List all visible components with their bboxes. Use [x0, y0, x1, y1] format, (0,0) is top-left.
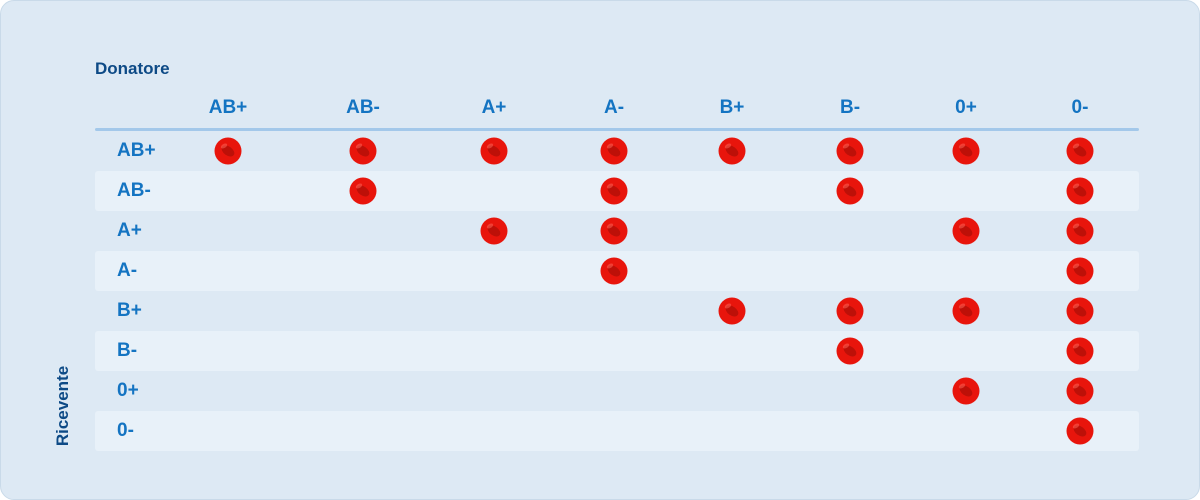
red-blood-cell-icon — [600, 177, 628, 205]
recipient-row-7: 0- — [95, 411, 1139, 451]
red-blood-cell-icon — [836, 137, 864, 165]
red-blood-cell-icon — [1066, 417, 1094, 445]
red-blood-cell-icon — [1066, 257, 1094, 285]
donor-header-0: AB+ — [208, 97, 248, 118]
red-blood-cell-icon — [214, 137, 242, 165]
red-blood-cell-icon — [718, 137, 746, 165]
red-blood-cell-icon — [480, 217, 508, 245]
recipient-row-3: A- — [95, 251, 1139, 291]
red-blood-cell-icon — [1066, 297, 1094, 325]
red-blood-cell-icon — [952, 297, 980, 325]
recipient-label-4: B+ — [117, 300, 142, 321]
recipient-axis-title: Ricevente — [53, 365, 72, 447]
red-blood-cell-icon — [600, 257, 628, 285]
donor-header-5: B- — [839, 97, 861, 118]
red-blood-cell-icon — [836, 337, 864, 365]
red-blood-cell-icon — [349, 177, 377, 205]
red-blood-cell-icon — [600, 217, 628, 245]
recipient-label-6: 0+ — [117, 380, 139, 401]
red-blood-cell-icon — [1066, 337, 1094, 365]
recipient-label-0: AB+ — [117, 140, 156, 161]
red-blood-cell-icon — [480, 137, 508, 165]
recipient-label-7: 0- — [117, 420, 134, 441]
donor-header-2: A+ — [481, 97, 507, 118]
recipient-row-0: AB+ — [95, 131, 1139, 171]
red-blood-cell-icon — [836, 177, 864, 205]
recipient-label-1: AB- — [117, 180, 151, 201]
recipient-row-6: 0+ — [95, 371, 1139, 411]
red-blood-cell-icon — [952, 217, 980, 245]
red-blood-cell-icon — [1066, 177, 1094, 205]
recipient-label-3: A- — [117, 260, 138, 281]
recipient-row-2: A+ — [95, 211, 1139, 251]
donor-header-7: 0- — [1071, 97, 1089, 118]
red-blood-cell-icon — [718, 297, 746, 325]
donor-axis-title: Donatore — [95, 59, 170, 78]
donor-header-1: AB- — [346, 97, 380, 118]
red-blood-cell-icon — [349, 137, 377, 165]
recipient-row-5: B- — [95, 331, 1139, 371]
header-divider — [95, 128, 1139, 131]
red-blood-cell-icon — [1066, 137, 1094, 165]
donor-header-4: B+ — [719, 97, 745, 118]
red-blood-cell-icon — [952, 137, 980, 165]
red-blood-cell-icon — [952, 377, 980, 405]
recipient-row-1: AB- — [95, 171, 1139, 211]
recipient-label-5: B- — [117, 340, 138, 361]
red-blood-cell-icon — [600, 137, 628, 165]
red-blood-cell-icon — [1066, 217, 1094, 245]
donor-header-6: 0+ — [955, 97, 977, 118]
donor-header-3: A- — [603, 97, 625, 118]
recipient-label-2: A+ — [117, 220, 142, 241]
recipient-row-4: B+ — [95, 291, 1139, 331]
red-blood-cell-icon — [1066, 377, 1094, 405]
red-blood-cell-icon — [836, 297, 864, 325]
